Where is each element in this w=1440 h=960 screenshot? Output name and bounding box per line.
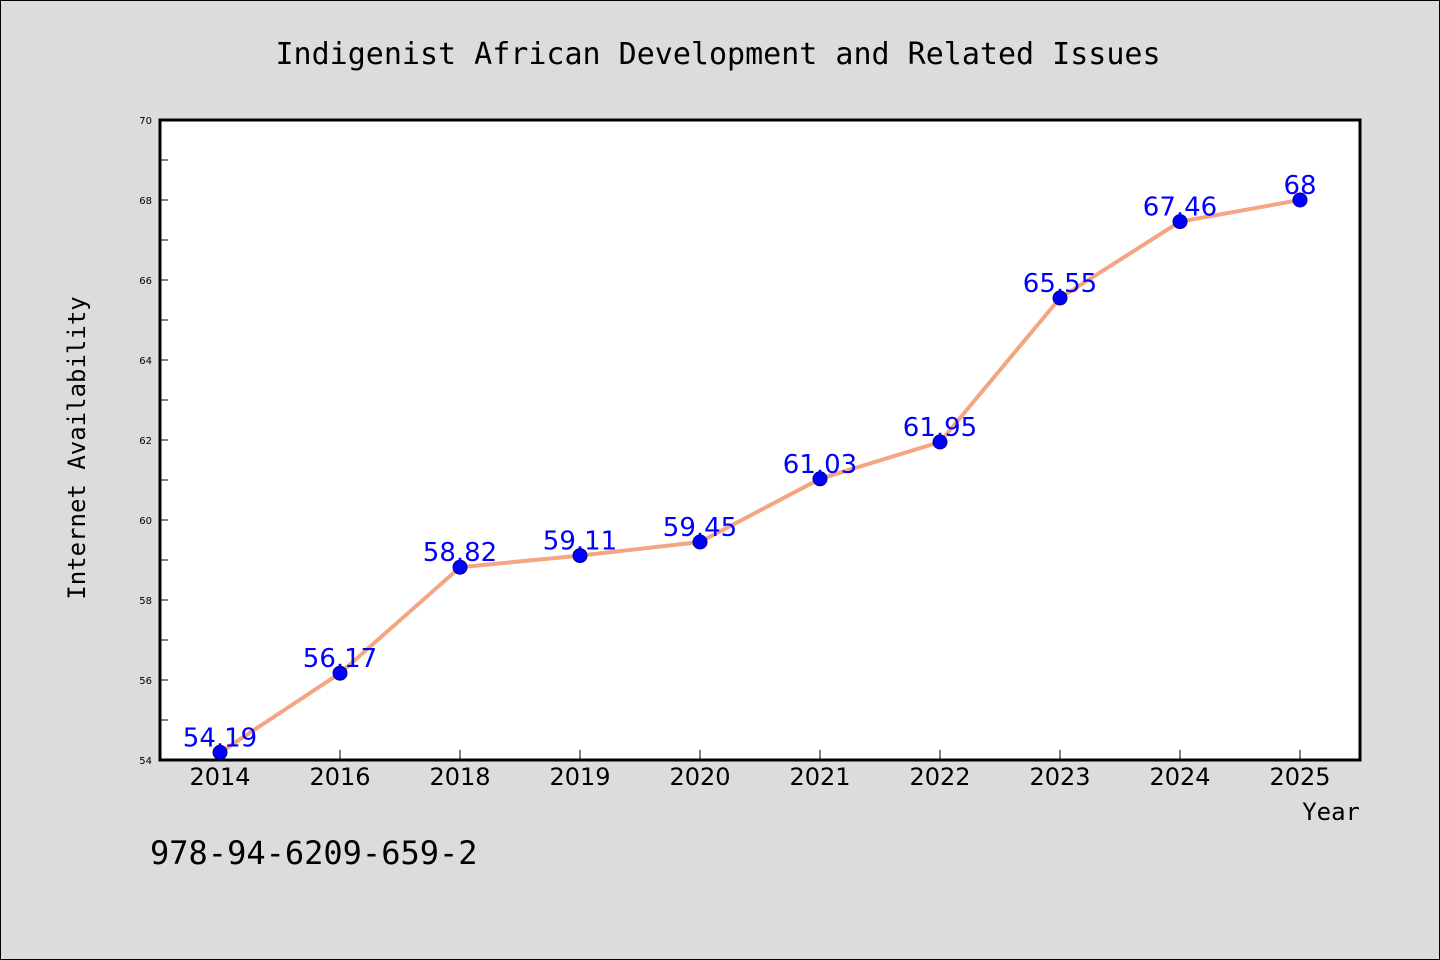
data-point — [572, 548, 588, 564]
y-tick-label: 60 — [139, 516, 152, 527]
x-axis: 2014 2016 2018 2019 2020 2021 2022 2023 2024 2025 — [189, 750, 1331, 791]
x-tick-label: 2024 — [1149, 763, 1210, 791]
chart-title: Indigenist African Development and Relat… — [275, 37, 1160, 72]
data-label: 67.46 — [1143, 193, 1217, 223]
series-line — [218, 198, 1302, 755]
y-axis-label: Internet Availability — [63, 296, 91, 599]
y-tick-label: 68 — [139, 196, 152, 207]
y-tick-label: 56 — [139, 676, 152, 687]
x-tick-label: 2022 — [909, 763, 970, 791]
y-tick-label: 54 — [139, 756, 152, 767]
y-tick-label: 66 — [139, 276, 152, 287]
data-point — [452, 559, 468, 575]
data-point — [1052, 290, 1068, 306]
x-tick-label: 2018 — [429, 763, 490, 791]
y-tick-label: 64 — [139, 356, 152, 367]
data-label: 61.95 — [903, 413, 977, 443]
data-label: 58.82 — [423, 538, 497, 568]
y-tick-label: 70 — [139, 116, 152, 127]
data-point — [1172, 214, 1188, 230]
data-label: 56.17 — [303, 644, 377, 674]
x-tick-label: 2014 — [189, 763, 250, 791]
data-label: 68 — [1283, 171, 1316, 201]
data-point — [332, 665, 348, 681]
data-point — [932, 434, 948, 450]
x-tick-label: 2021 — [789, 763, 850, 791]
data-point — [212, 744, 228, 760]
series-group — [212, 192, 1308, 760]
y-tick-label: 58 — [139, 596, 152, 607]
data-point — [1292, 192, 1308, 208]
data-label: 61.03 — [783, 450, 857, 480]
x-tick-label: 2023 — [1029, 763, 1090, 791]
data-labels: 54.19 56.17 58.82 59.11 59.45 61.03 61.95 65.55… — [183, 171, 1317, 753]
isbn-text: 978-94-6209-659-2 — [150, 834, 478, 872]
y-tick-label: 62 — [139, 436, 152, 447]
data-label: 59.45 — [663, 513, 737, 543]
x-tick-label: 2019 — [549, 763, 610, 791]
x-tick-label: 2025 — [1269, 763, 1330, 791]
data-label: 59.11 — [543, 527, 617, 557]
x-axis-label: Year — [1302, 798, 1360, 826]
x-tick-label: 2016 — [309, 763, 370, 791]
data-point — [692, 534, 708, 550]
x-tick-label: 2020 — [669, 763, 730, 791]
data-label: 54.19 — [183, 723, 257, 753]
data-point — [812, 471, 828, 487]
data-label: 65.55 — [1023, 269, 1097, 299]
y-axis: 54 56 58 60 62 64 66 68 70 — [139, 116, 168, 767]
